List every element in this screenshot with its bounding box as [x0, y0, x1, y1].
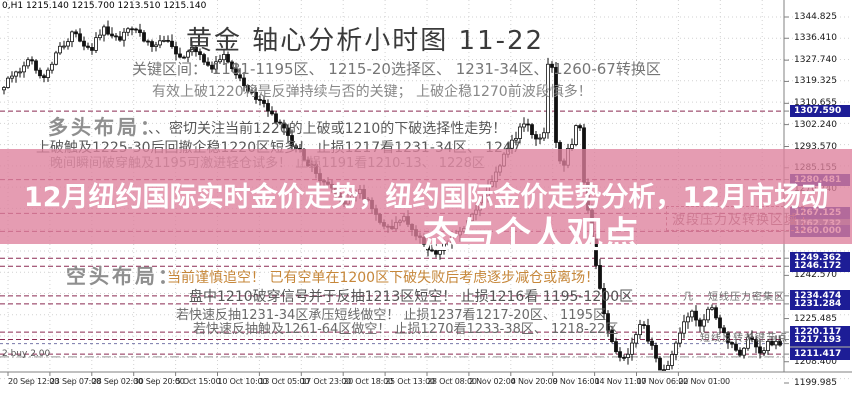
time-axis-label: 20 Sep 12:00: [8, 377, 59, 386]
bear-plan-line-2: 盘中1210破穿信号并于反抽1213区短空！ 止损1216看 1195-1200…: [189, 289, 634, 305]
reversal-node-note: 短线反转关键节点: [700, 333, 788, 344]
short-term-pressure-note: 几 短线压力密集区: [683, 288, 785, 303]
price-axis-label: 1336.410: [794, 33, 837, 44]
price-level-tag: 1307.590: [790, 105, 850, 118]
price-axis-label: 1225.485: [794, 313, 837, 324]
time-axis-label: 14 Nov 11:00: [594, 377, 647, 386]
pressure-marker-icon: 几: [683, 292, 694, 303]
time-axis-label: 13 Oct 05:00: [259, 377, 310, 386]
bear-plan-line-3: 若快速反抽1231-34区承压短线做空！ 止损1237看1217-20区、 11…: [176, 308, 607, 323]
price-axis-label: 1199.985: [794, 377, 837, 388]
price-level-tag: 1217.193: [790, 333, 850, 346]
time-axis-label: 28 Sep 02:00: [91, 377, 143, 386]
price-axis-label: 1302.240: [794, 119, 837, 130]
price-axis-label: 1242.570: [794, 270, 837, 281]
time-axis-label: 20 Oct 18:00: [343, 377, 393, 386]
price-axis-label: 1327.740: [794, 55, 837, 66]
bull-plan-header: 多头布局：: [48, 115, 163, 139]
price-level-tag: 1211.417: [790, 348, 850, 361]
price-axis-label: 1310.655: [794, 98, 837, 109]
pressure-note-text: 短线压力密集区: [708, 292, 785, 303]
price-level-tag: 1246.172: [790, 260, 850, 273]
time-axis-label: 2 Nov 02:00: [468, 377, 516, 386]
time-axis-label: 22 Nov 01:00: [678, 377, 730, 386]
price-axis-label: 1319.325: [794, 76, 837, 87]
bear-plan-line-4: 若快速反抽触及1261-64区做空！ 止损1270看1233-38区、 1218…: [193, 322, 619, 337]
price-axis-label: 1208.400: [794, 356, 837, 367]
price-level-tag: 1231.284: [790, 297, 850, 310]
bear-plan-header: 空头布局：: [66, 264, 181, 288]
time-axis-label: 17 Nov 06:00: [636, 377, 689, 386]
open-order-label: 2 buy 2.00: [2, 349, 51, 359]
time-axis-label: 10 Oct 10:00: [217, 377, 268, 386]
time-axis-label: 28 Oct 08:00: [427, 377, 477, 386]
bear-plan-line-1: 当前谨慎追空！ 已有空单在1200区下破失败后考虑逐步减仓或离场！: [167, 270, 600, 286]
banner-title-line-2: 态与个人观点: [423, 215, 640, 256]
key-breakout-note: 有效上破1220将是反弹持续与否的关键； 上破企稳1270前波段慎多！: [152, 84, 592, 100]
price-axis-label: 1293.570: [794, 141, 837, 152]
banner-title-line-1: 12月纽约国际实时金价走势，纽约国际金价走势分析，12月市场动: [23, 182, 829, 213]
time-axis-label: 4 Nov 20:00: [510, 377, 558, 386]
chart-title: 黄金 轴心分析小时图 11-22: [186, 26, 545, 56]
time-axis-label: 5 Oct 15:00: [175, 377, 221, 386]
time-axis-label: 25 Oct 13:00: [385, 377, 435, 386]
time-axis-label: 17 Oct 23:00: [301, 377, 352, 386]
bull-plan-line-1: 、、密切关注当前1220的上破或1210的下破选择性走势！: [148, 121, 507, 137]
symbol-ohlc-readout: 0,H1 1215.140 1215.700 1213.510 1215.140: [2, 1, 207, 11]
price-axis-label: 1344.825: [794, 11, 837, 22]
time-axis-label: 9 Nov 16:00: [552, 377, 600, 386]
promo-banner-overlay: [0, 149, 852, 244]
time-axis-label: 30 Sep 20:00: [133, 377, 185, 386]
key-zones-note: 关键区间： 1181-1195区、 1215-20选择区、 1231-34区、 …: [132, 60, 661, 78]
time-axis-label: 23 Sep 07:00: [49, 377, 101, 386]
